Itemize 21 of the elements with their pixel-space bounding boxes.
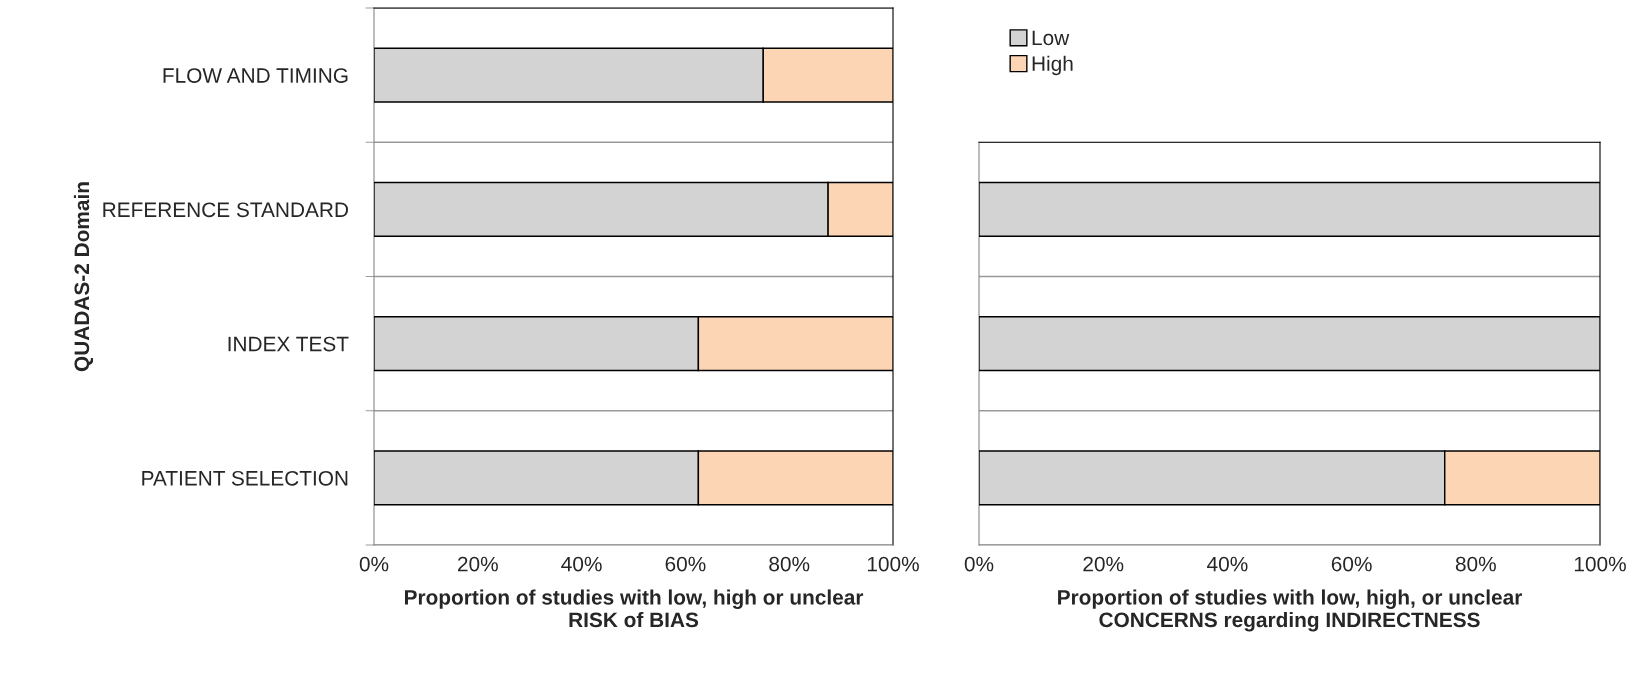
y-tick-label: INDEX TEST: [228, 336, 349, 352]
y-tick-label: PATIENT SELECTION: [142, 470, 348, 486]
legend-label: High: [1032, 55, 1073, 76]
x-tick-label: 20%: [458, 556, 498, 572]
x-tick-label: 80%: [1455, 556, 1496, 572]
y-axis-title: QUADAS-2 Domain: [73, 182, 94, 372]
x-tick-label: 40%: [1207, 556, 1248, 572]
x-axis-title: Proportion of studies with low, high or unclear RISK of BIAS: [404, 589, 864, 628]
x-axis-title: Proportion of studies with low, high, or unclear CONCERNS regarding INDIRECTNESS: [1058, 589, 1523, 632]
y-tick-label: FLOW AND TIMING: [163, 68, 348, 83]
x-tick-label: 80%: [769, 556, 810, 572]
x-tick-label: 0%: [359, 556, 389, 572]
legend-label: Low: [1032, 30, 1070, 46]
y-tick-label: REFERENCE STANDARD: [103, 202, 348, 218]
x-tick-label: 40%: [561, 556, 602, 572]
x-tick-label: 0%: [964, 556, 994, 572]
x-tick-label: 60%: [665, 556, 706, 572]
x-tick-label: 20%: [1083, 556, 1124, 572]
x-tick-label: 100%: [867, 556, 919, 572]
x-tick-label: 60%: [1331, 556, 1372, 572]
x-tick-label: 100%: [1574, 556, 1626, 572]
